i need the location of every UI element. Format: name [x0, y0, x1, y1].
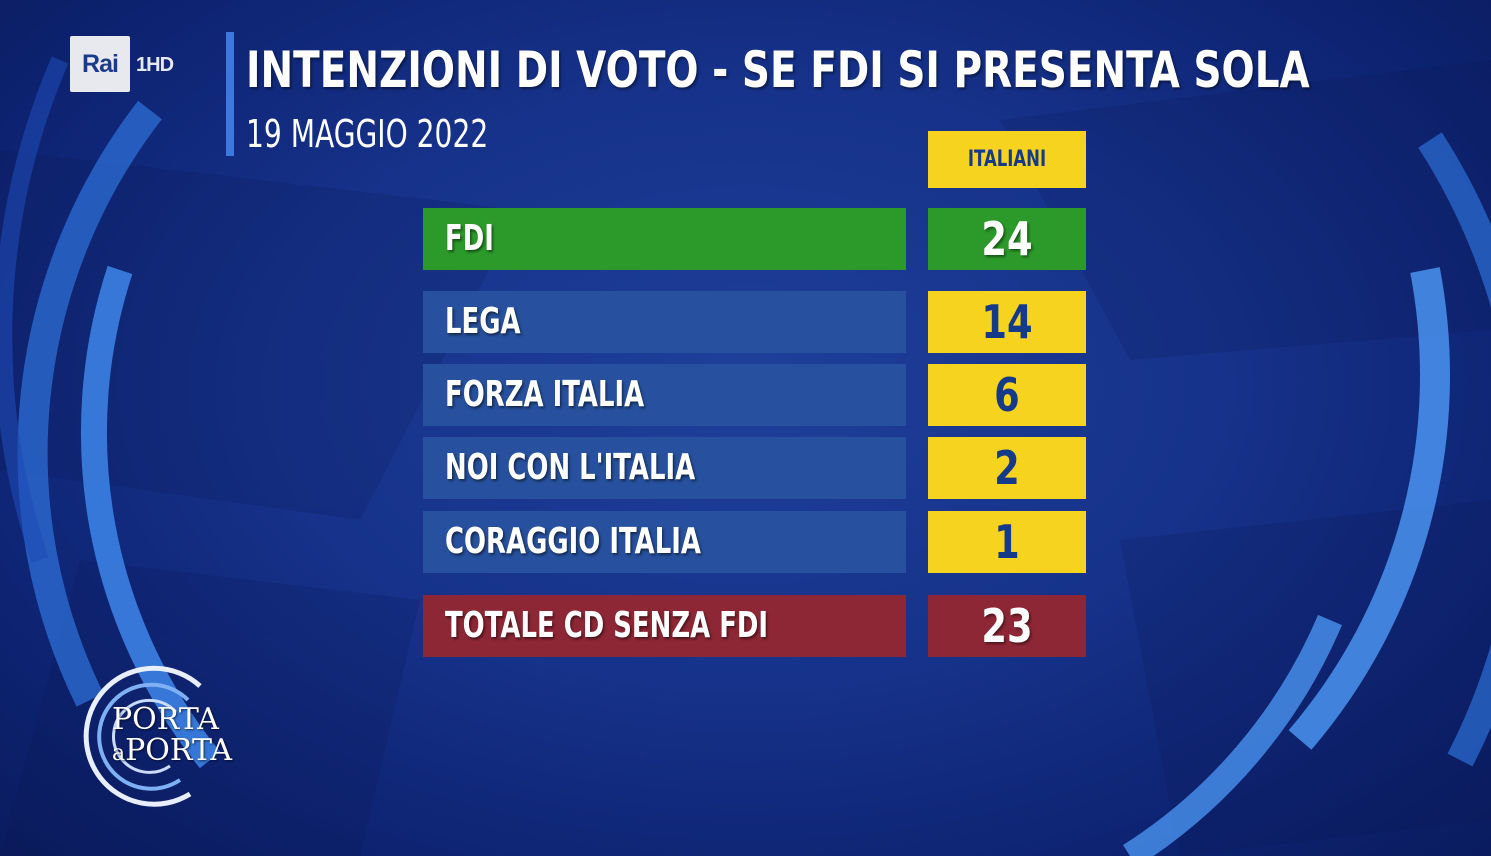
party-label: CORAGGIO ITALIA — [445, 521, 701, 562]
party-value: 6 — [994, 368, 1020, 422]
party-value: 14 — [981, 295, 1033, 349]
party-label-box: NOI CON L'ITALIA — [423, 437, 906, 499]
party-label: NOI CON L'ITALIA — [445, 447, 696, 488]
table-row: CORAGGIO ITALIA 1 — [0, 511, 1491, 573]
party-label-box: LEGA — [423, 291, 906, 353]
party-label: FORZA ITALIA — [445, 374, 645, 415]
program-logo-text: PORTA aPORTA — [112, 704, 232, 769]
rai-logo: Rai — [70, 36, 130, 92]
value-box: 14 — [928, 291, 1086, 353]
table-row: FORZA ITALIA 6 — [0, 364, 1491, 426]
value-box: 2 — [928, 437, 1086, 499]
column-header: ITALIANI — [928, 131, 1086, 188]
party-label-box: FORZA ITALIA — [423, 364, 906, 426]
party-label: LEGA — [445, 301, 521, 342]
table-row: FDI 24 — [0, 208, 1491, 270]
program-logo-prefix: a — [112, 741, 126, 766]
program-logo-line2: aPORTA — [112, 735, 232, 769]
total-value: 23 — [981, 599, 1033, 653]
program-logo-line1: PORTA — [112, 702, 219, 737]
total-label-box: TOTALE CD SENZA FDI — [423, 595, 906, 657]
total-row: TOTALE CD SENZA FDI 23 — [0, 595, 1491, 657]
title-accent-bar — [226, 32, 234, 156]
party-label: FDI — [445, 218, 494, 259]
party-value: 1 — [994, 515, 1020, 569]
chart-date: 19 MAGGIO 2022 — [246, 112, 489, 156]
porta-a-porta-logo — [83, 665, 202, 807]
value-box: 1 — [928, 511, 1086, 573]
chart-title: INTENZIONI DI VOTO - SE FDI SI PRESENTA … — [246, 41, 1310, 99]
party-value: 24 — [981, 212, 1033, 266]
party-label-box: FDI — [423, 208, 906, 270]
column-header-label: ITALIANI — [967, 147, 1047, 172]
value-box: 24 — [928, 208, 1086, 270]
table-row: NOI CON L'ITALIA 2 — [0, 437, 1491, 499]
party-label-box: CORAGGIO ITALIA — [423, 511, 906, 573]
total-label: TOTALE CD SENZA FDI — [445, 605, 769, 646]
program-logo-line2-word: PORTA — [125, 733, 232, 768]
channel-label: 1HD — [136, 54, 174, 76]
party-value: 2 — [994, 441, 1020, 495]
table-row: LEGA 14 — [0, 291, 1491, 353]
total-value-box: 23 — [928, 595, 1086, 657]
value-box: 6 — [928, 364, 1086, 426]
